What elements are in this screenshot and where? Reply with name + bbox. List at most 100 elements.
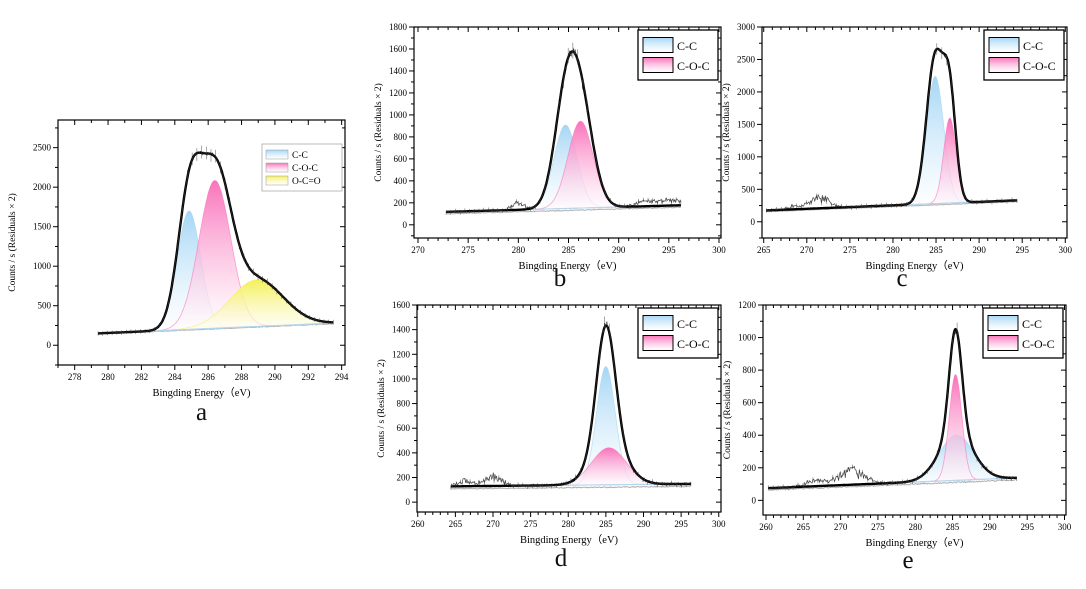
y-tick-label: 500: [742, 184, 756, 194]
y-tick-label: 1200: [389, 88, 408, 98]
y-tick-label: 600: [394, 154, 408, 164]
x-axis-label: Bingding Energy（eV): [152, 387, 251, 399]
x-tick-label: 260: [411, 519, 425, 529]
noise-trace: [766, 47, 1018, 212]
y-tick-label: 1800: [389, 22, 408, 32]
y-tick-label: 0: [406, 497, 411, 507]
legend-label: C-C: [292, 151, 308, 161]
noise-trace: [450, 321, 692, 488]
y-axis-label: Counts / s (Residuals × 2): [7, 193, 18, 292]
x-tick-label: 270: [800, 245, 814, 255]
y-tick-label: 1500: [737, 119, 756, 129]
legend-swatch-c-c: [988, 37, 1020, 53]
x-tick-label: 275: [871, 522, 885, 532]
legend-label: C-O-C: [292, 164, 318, 174]
y-axis-label: Counts / s (Residuals × 2): [722, 361, 733, 460]
plot-frame: [413, 26, 722, 239]
y-tick-label: 0: [47, 340, 52, 350]
x-tick-label: 290: [268, 372, 282, 382]
x-tick-label: 300: [1059, 245, 1073, 255]
legend-swatch-c-o-c: [642, 57, 674, 73]
envelope-curve: [765, 47, 1018, 212]
y-tick-label: 2500: [737, 54, 756, 64]
x-tick-label: 280: [908, 522, 922, 532]
legend-swatch-o-c=o: [265, 175, 289, 186]
x-tick-label: 265: [797, 522, 811, 532]
y-tick-label: 0: [752, 495, 757, 505]
x-tick-label: 275: [461, 245, 475, 255]
y-tick-label: 1200: [392, 349, 411, 359]
x-axis-label: Bingding Energy（eV): [865, 537, 964, 549]
x-tick-label: 280: [561, 519, 575, 529]
y-tick-label: 1200: [738, 300, 757, 310]
residual-curve: [768, 478, 1017, 491]
y-tick-label: 200: [397, 473, 411, 483]
y-tick-label: 1500: [33, 222, 52, 232]
axes-ticks: 260 265 270 275 280 285 290 295 300 0 200 400 600 800…: [738, 300, 1072, 532]
y-tick-label: 800: [743, 365, 757, 375]
x-tick-label: 295: [1015, 245, 1029, 255]
plot-frame: [761, 26, 1068, 239]
x-tick-label: 295: [662, 245, 676, 255]
legend-label: C-C: [677, 317, 697, 331]
plot-frame: [762, 304, 1067, 516]
legend-swatch-c-c: [987, 315, 1019, 331]
x-tick-label: 295: [1020, 522, 1034, 532]
residual-curve: [450, 485, 692, 490]
y-tick-label: 600: [743, 398, 757, 408]
x-tick-label: 280: [512, 245, 526, 255]
legend: C-C C-O-C: [983, 29, 1065, 81]
legend-label: C-O-C: [677, 337, 710, 351]
legend: C-C C-O-C: [637, 307, 719, 359]
x-axis-label: Bingding Energy（eV): [865, 260, 964, 272]
axes-ticks: 260 265 270 275 280 285 290 295 300 0 200 400 600 800…: [392, 300, 726, 529]
y-tick-label: 1000: [737, 152, 756, 162]
y-tick-label: 2000: [737, 87, 756, 97]
legend-label: C-C: [1022, 317, 1042, 331]
x-tick-label: 270: [486, 519, 500, 529]
panel-label-c: c: [896, 265, 908, 292]
y-tick-label: 2500: [33, 143, 52, 153]
panel-label-a: a: [195, 399, 208, 426]
panel-label-e: e: [902, 547, 914, 574]
y-tick-label: 1000: [738, 333, 757, 343]
panel-label-b: b: [553, 265, 567, 292]
y-axis-label: Counts / s (Residuals × 2): [376, 359, 387, 458]
x-tick-label: 278: [68, 372, 82, 382]
y-tick-label: 0: [403, 220, 408, 230]
y-tick-label: 600: [397, 423, 411, 433]
peak-fill-c-o-c: [766, 117, 1018, 211]
chart-panel-e: 260 265 270 275 280 285 290 295 300 0 200 400 600 800…: [722, 300, 1072, 549]
x-tick-label: 290: [637, 519, 651, 529]
y-tick-label: 2000: [33, 182, 52, 192]
x-tick-label: 294: [335, 372, 349, 382]
legend-swatch-c-c: [265, 149, 289, 160]
x-tick-label: 285: [946, 522, 960, 532]
y-tick-label: 1600: [392, 300, 411, 310]
x-tick-label: 284: [168, 372, 182, 382]
error-bars: [766, 43, 1018, 213]
plot-frame: [416, 304, 722, 513]
x-tick-label: 280: [886, 245, 900, 255]
legend-swatch-c-c: [642, 37, 674, 53]
axes-ticks: 278 280 282 284 286 288 290 292 294 0 500 1000 1500 2…: [33, 120, 349, 382]
y-tick-label: 800: [394, 132, 408, 142]
legend-label: C-O-C: [677, 59, 710, 73]
y-tick-label: 1400: [392, 325, 411, 335]
x-axis-label: Bingding Energy（eV): [518, 260, 617, 272]
y-tick-label: 1600: [389, 44, 408, 54]
peak-fill-c-c: [766, 75, 1018, 211]
x-tick-label: 285: [929, 245, 943, 255]
x-tick-label: 290: [972, 245, 986, 255]
x-tick-label: 285: [562, 245, 576, 255]
x-tick-label: 300: [712, 245, 726, 255]
y-tick-label: 200: [743, 463, 757, 473]
y-tick-label: 400: [394, 176, 408, 186]
x-tick-label: 292: [302, 372, 316, 382]
y-tick-label: 400: [397, 448, 411, 458]
legend-label: C-O-C: [1023, 59, 1056, 73]
y-tick-label: 1000: [392, 374, 411, 384]
x-tick-label: 295: [674, 519, 688, 529]
x-tick-label: 300: [1058, 522, 1072, 532]
